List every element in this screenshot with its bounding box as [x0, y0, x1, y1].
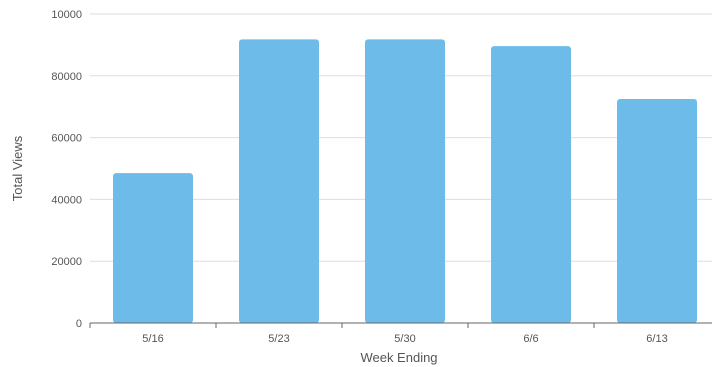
x-tick-label: 5/16 — [142, 333, 163, 345]
bar-6/6 — [491, 46, 571, 324]
y-tick-label: 80000 — [51, 71, 82, 83]
bar-6/13 — [617, 98, 697, 323]
x-tick-label: 5/30 — [394, 333, 415, 345]
x-tick-label: 6/6 — [523, 333, 538, 345]
y-tick-label: 10000 — [51, 9, 82, 21]
y-axis-title: Total Views — [10, 135, 25, 201]
y-tick-label: 60000 — [51, 133, 82, 145]
x-tick-label: 6/13 — [646, 333, 667, 345]
y-tick-label: 0 — [76, 318, 82, 330]
x-tick-labels: 5/16 5/23 5/30 6/6 6/13 — [89, 323, 668, 345]
y-tick-label: 40000 — [51, 194, 82, 206]
y-tick-label: 20000 — [51, 256, 82, 268]
bar-5/16 — [113, 173, 193, 323]
x-tick-label: 5/23 — [268, 333, 289, 345]
bar-5/23 — [239, 39, 319, 323]
x-axis-title: Week Ending — [360, 350, 437, 365]
bars — [113, 39, 697, 324]
y-tick-labels: 0 20000 40000 60000 80000 10000 — [51, 9, 82, 330]
bar-5/30 — [365, 39, 445, 323]
